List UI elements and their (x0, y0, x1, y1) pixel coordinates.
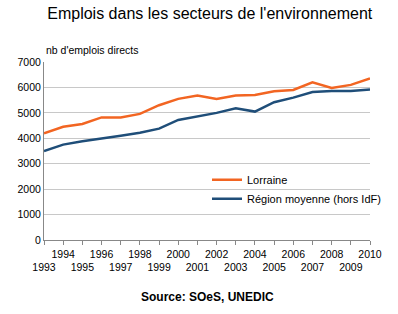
svg-text:nb d'emplois directs: nb d'emplois directs (46, 44, 138, 56)
svg-text:2000: 2000 (18, 183, 42, 195)
svg-text:1996: 1996 (90, 248, 114, 260)
svg-text:2000: 2000 (167, 248, 191, 260)
svg-text:1997: 1997 (109, 261, 133, 273)
svg-text:2006: 2006 (282, 248, 306, 260)
svg-text:6000: 6000 (18, 81, 42, 93)
svg-text:1999: 1999 (147, 261, 171, 273)
svg-text:1993: 1993 (32, 261, 56, 273)
svg-text:2001: 2001 (186, 261, 210, 273)
svg-text:0: 0 (35, 234, 41, 246)
svg-text:3000: 3000 (18, 157, 42, 169)
svg-text:1995: 1995 (71, 261, 95, 273)
svg-text:2002: 2002 (205, 248, 229, 260)
svg-text:1000: 1000 (18, 208, 42, 220)
svg-text:Région moyenne (hors IdF): Région moyenne (hors IdF) (247, 193, 381, 205)
svg-text:2004: 2004 (243, 248, 267, 260)
svg-text:2008: 2008 (320, 248, 344, 260)
svg-text:Emplois dans les secteurs de l: Emplois dans les secteurs de l'environne… (47, 5, 373, 22)
svg-text:Lorraine: Lorraine (247, 174, 287, 186)
svg-text:2005: 2005 (262, 261, 286, 273)
svg-text:Source: SOeS, UNEDIC: Source: SOeS, UNEDIC (141, 290, 274, 304)
svg-text:1998: 1998 (128, 248, 152, 260)
svg-text:5000: 5000 (18, 107, 42, 119)
svg-text:2010: 2010 (358, 248, 382, 260)
svg-text:4000: 4000 (18, 132, 42, 144)
svg-text:7000: 7000 (18, 56, 42, 68)
svg-text:2007: 2007 (301, 261, 325, 273)
svg-text:1994: 1994 (52, 248, 76, 260)
svg-text:2009: 2009 (339, 261, 363, 273)
svg-text:2003: 2003 (224, 261, 248, 273)
